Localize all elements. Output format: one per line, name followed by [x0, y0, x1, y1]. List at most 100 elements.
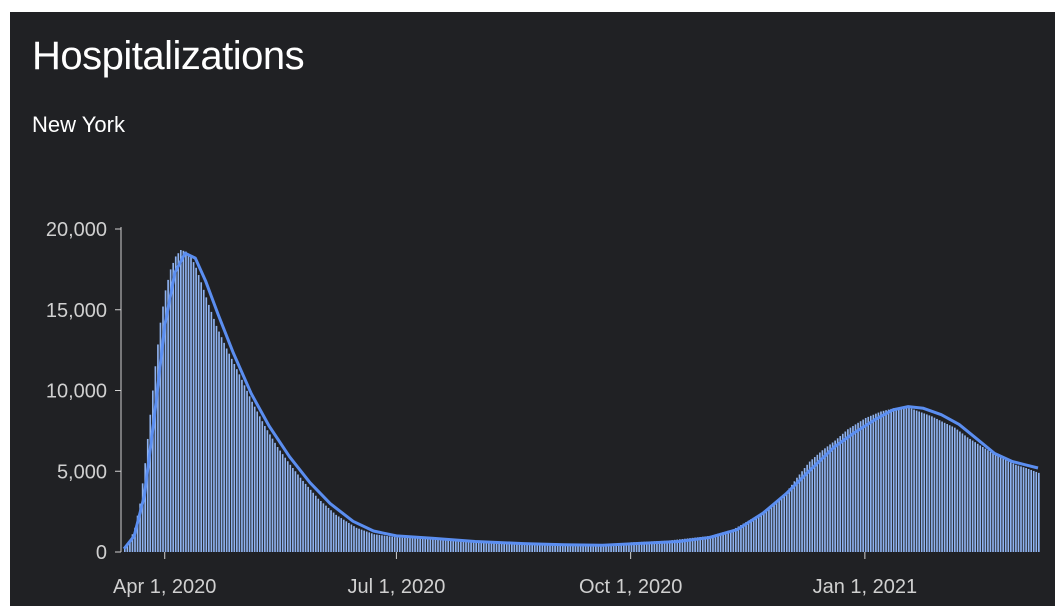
bar: [735, 527, 737, 552]
bar: [897, 407, 900, 552]
bar: [312, 492, 315, 552]
bar: [969, 438, 971, 552]
bar: [745, 522, 747, 552]
bar: [289, 464, 292, 552]
bar: [877, 412, 880, 552]
bar: [938, 420, 941, 552]
bar: [984, 448, 987, 552]
bar: [200, 282, 203, 552]
bar: [857, 422, 859, 552]
bar: [811, 459, 814, 552]
bar: [699, 536, 702, 552]
bar: [959, 431, 961, 552]
bar: [437, 539, 439, 552]
bar: [327, 507, 330, 552]
bar: [839, 436, 842, 552]
bar: [126, 543, 129, 552]
bar: [686, 538, 689, 552]
bar: [238, 374, 241, 552]
x-tick-label: Jul 1, 2020: [347, 576, 445, 598]
bar: [997, 456, 999, 552]
bar: [330, 510, 332, 552]
bar: [712, 535, 714, 552]
bar: [236, 369, 238, 552]
bar: [363, 530, 365, 552]
bar: [979, 445, 982, 552]
bar: [541, 543, 544, 552]
bar: [666, 540, 668, 552]
bar: [457, 540, 460, 552]
bar: [656, 541, 658, 552]
bar: [612, 544, 615, 552]
bar: [933, 417, 936, 552]
bar: [174, 256, 177, 552]
bar: [531, 543, 533, 552]
bar: [406, 537, 409, 552]
bar: [694, 537, 696, 552]
bar: [567, 544, 569, 552]
bar: [551, 544, 554, 552]
bar: [187, 254, 190, 552]
bar: [564, 544, 567, 552]
bar: [918, 411, 920, 552]
bar: [154, 366, 157, 552]
bar: [381, 535, 383, 552]
bar: [791, 484, 793, 552]
bar: [388, 536, 391, 552]
bar: [404, 537, 406, 552]
bar: [696, 537, 699, 552]
bar: [859, 421, 862, 552]
bar: [528, 543, 531, 552]
bar: [592, 545, 595, 552]
bar: [376, 534, 378, 552]
bar: [763, 510, 765, 552]
bar: [752, 517, 755, 552]
bar: [460, 541, 462, 552]
bar: [768, 507, 770, 552]
bar: [274, 442, 276, 552]
bar: [152, 390, 154, 552]
bar: [516, 543, 518, 552]
bar: [862, 419, 864, 552]
bar: [546, 544, 549, 552]
bar: [727, 530, 730, 552]
bar: [976, 443, 979, 552]
bar: [615, 544, 618, 552]
bar: [770, 505, 773, 552]
bar: [953, 427, 956, 552]
bar: [892, 408, 895, 552]
bar: [536, 543, 539, 552]
bar: [332, 512, 335, 552]
bar: [600, 545, 602, 552]
bar: [882, 410, 885, 552]
bar: [941, 421, 943, 552]
bar: [246, 390, 248, 552]
bar: [895, 407, 898, 552]
bar: [129, 540, 131, 552]
bar: [220, 337, 223, 552]
bar: [684, 538, 686, 552]
bar: [401, 537, 404, 552]
bar: [913, 409, 915, 552]
bar: [447, 540, 449, 552]
bar: [798, 474, 801, 552]
bar: [821, 450, 824, 552]
bar: [1038, 472, 1040, 552]
bar: [806, 464, 808, 552]
bar: [521, 543, 523, 552]
bar: [826, 446, 829, 552]
bar: [847, 429, 849, 552]
bar: [488, 542, 490, 552]
bar: [1020, 466, 1022, 552]
bar: [439, 539, 442, 552]
bar: [223, 342, 225, 552]
bar: [475, 542, 477, 552]
bar: [989, 451, 992, 552]
bar: [852, 426, 854, 552]
bar: [668, 540, 671, 552]
x-tick-label: Oct 1, 2020: [579, 576, 682, 598]
bar: [964, 435, 966, 552]
bar: [505, 543, 508, 552]
bar: [190, 256, 192, 552]
bar: [159, 322, 162, 552]
